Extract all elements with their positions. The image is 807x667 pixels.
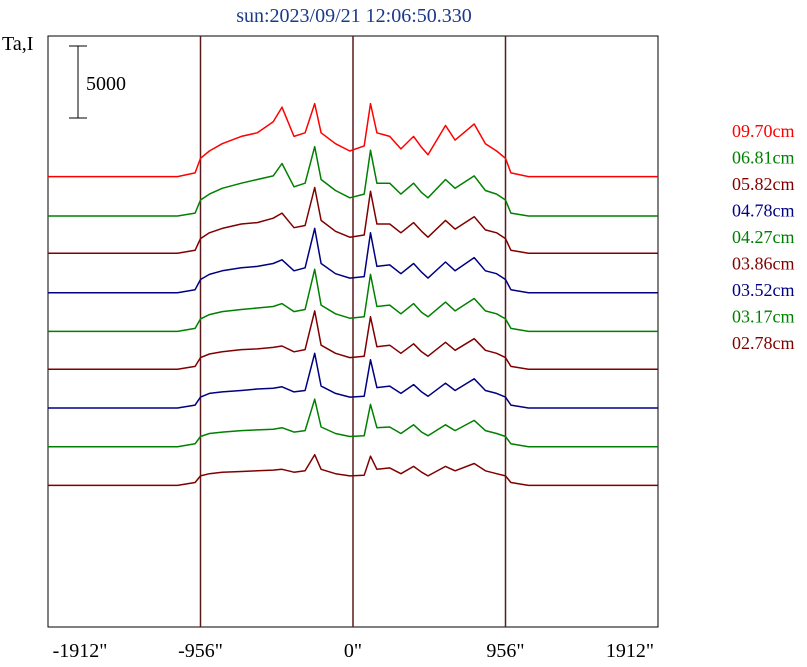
- legend-entry: 05.82cm: [732, 174, 795, 194]
- x-tick-label: -1912": [53, 640, 108, 662]
- series-line: [48, 453, 658, 487]
- legend-entry: 03.86cm: [732, 254, 795, 274]
- series-line: [48, 398, 658, 448]
- scale-bar: [69, 45, 87, 119]
- legend: 09.70cm 06.81cm 05.82cm 04.78cm 04.27cm 03.86…: [732, 121, 795, 353]
- series-line: [48, 268, 658, 333]
- x-tick-label: 956": [486, 640, 524, 662]
- reference-lines: [199, 36, 507, 627]
- x-tick-label: 0": [344, 640, 362, 662]
- series-layer: [48, 102, 658, 487]
- x-tick-label: 1912": [606, 640, 654, 662]
- legend-entry: 06.81cm: [732, 148, 795, 168]
- series-line: [48, 310, 658, 371]
- series-line: [48, 186, 658, 254]
- legend-entry: 03.17cm: [732, 307, 795, 327]
- x-tick-labels: -1912" -956" 0" 956" 1912": [53, 640, 655, 662]
- legend-entry: 04.27cm: [732, 227, 795, 247]
- series-line: [48, 145, 658, 217]
- legend-entry: 04.78cm: [732, 201, 795, 221]
- y-axis-label: Ta,I: [2, 33, 33, 55]
- series-line: [48, 102, 658, 178]
- legend-entry: 02.78cm: [732, 333, 795, 353]
- series-line: [48, 227, 658, 294]
- legend-entry: 03.52cm: [732, 280, 795, 300]
- chart-title: sun:2023/09/21 12:06:50.330: [236, 5, 472, 27]
- x-tick-label: -956": [178, 640, 223, 662]
- legend-entry: 09.70cm: [732, 121, 795, 141]
- series-line: [48, 352, 658, 409]
- scale-bar-label: 5000: [86, 73, 126, 95]
